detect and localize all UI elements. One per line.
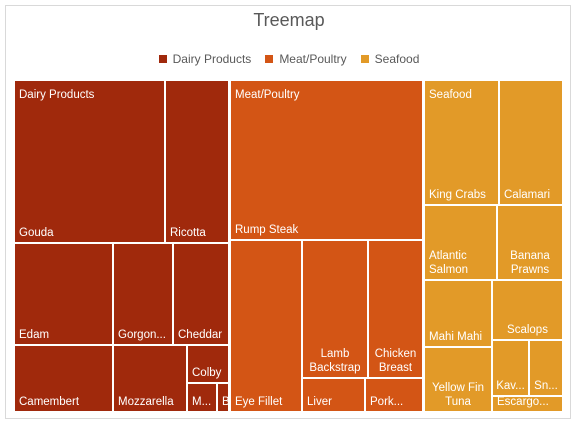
group-label-dairy-products: Dairy Products [19, 89, 95, 101]
tile-label-king-crabs: King Crabs [429, 189, 486, 201]
tile-label-mozzarella: Mozzarella [118, 396, 174, 408]
tile-label-eye-fillet: Eye Fillet [235, 396, 283, 408]
legend-label-meat: Meat/Poultry [279, 52, 347, 66]
tile-label-camembert: Camembert [19, 396, 80, 408]
tile-rump-steak [231, 81, 422, 239]
tile-label-liver: Liver [307, 396, 332, 408]
tile-label-escargo: Escargo... [497, 396, 549, 408]
tile-label-colby: Colby [192, 367, 222, 379]
tile-label-yellow-fin-tuna: Yellow Fin Tuna [432, 382, 484, 408]
tile-gorgon [114, 244, 172, 344]
tile-banana-prawns [498, 206, 562, 279]
tile-atlantic-salmon [425, 206, 496, 279]
tile-mozzarella [114, 346, 186, 411]
legend-label-dairy: Dairy Products [172, 52, 252, 66]
tile-label-chicken-breast: Chicken Breast [375, 348, 417, 374]
tile-label-ricotta: Ricotta [170, 227, 206, 239]
tile-king-crabs [425, 81, 498, 204]
legend-swatch-seafood [360, 55, 369, 63]
tile-label-calamari: Calamari [504, 189, 550, 201]
tile-label-gorgon: Gorgon... [118, 329, 166, 341]
tile-cheddar [174, 244, 228, 344]
tile-lamb-backstrap [303, 241, 367, 377]
tile-liver [303, 379, 364, 411]
group-label-seafood: Seafood [429, 89, 472, 101]
tile-edam [15, 244, 112, 344]
tile-kav [493, 341, 528, 395]
tile-escargo [493, 397, 562, 411]
group-label-meat-poultry: Meat/Poultry [235, 89, 300, 101]
tile-label-mahi-mahi: Mahi Mahi [429, 331, 482, 343]
legend: Dairy Products Meat/Poultry Seafood [0, 52, 578, 66]
legend-item-dairy: Dairy Products [158, 52, 252, 66]
tile-label-kav: Kav... [496, 380, 525, 392]
tile-scalops [493, 281, 562, 339]
tile-sn [530, 341, 562, 395]
tile-label-gouda: Gouda [19, 227, 54, 239]
chart-title: Treemap [253, 10, 325, 30]
tile-label-rump-steak: Rump Steak [235, 224, 299, 236]
tile-label-scalops: Scalops [507, 324, 548, 336]
tile-b [218, 384, 228, 411]
tile-ricotta [166, 81, 228, 242]
tile-label-sn: Sn... [534, 380, 558, 392]
tile-label-m: M... [192, 396, 211, 408]
legend-item-meat: Meat/Poultry [265, 52, 347, 66]
tile-label-cheddar: Cheddar [178, 329, 222, 341]
legend-item-seafood: Seafood [360, 52, 420, 66]
tile-chicken-breast [369, 241, 422, 377]
tile-label-lamb-backstrap: Lamb Backstrap [309, 348, 360, 374]
legend-swatch-dairy [158, 55, 167, 63]
tile-yellow-fin-tuna [425, 348, 491, 411]
tile-pork [366, 379, 422, 411]
tile-calamari [500, 81, 562, 204]
tile-mahi-mahi [425, 281, 491, 346]
tile-gouda [15, 81, 164, 242]
tile-label-atlantic-salmon: Atlantic Salmon [429, 250, 468, 276]
tile-m [188, 384, 216, 411]
tile-camembert [15, 346, 112, 411]
tile-label-banana-prawns: Banana Prawns [510, 250, 550, 276]
legend-swatch-meat [265, 55, 274, 63]
tile-colby [188, 346, 228, 382]
tile-label-edam: Edam [19, 329, 49, 341]
legend-label-seafood: Seafood [374, 52, 420, 66]
tile-eye-fillet [231, 241, 301, 411]
tile-label-pork: Pork... [370, 396, 403, 408]
